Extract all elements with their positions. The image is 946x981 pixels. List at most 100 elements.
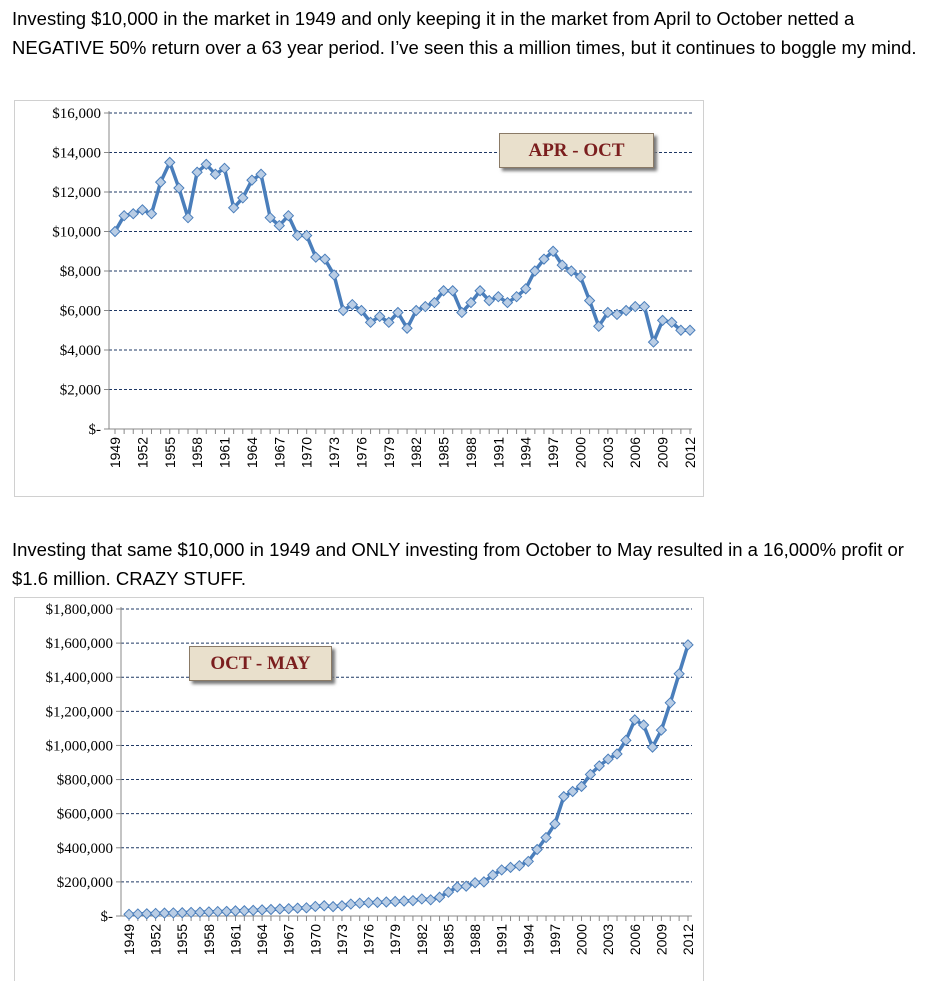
x-tick-label: 1964: [254, 924, 270, 955]
data-point: [256, 904, 268, 916]
data-point: [629, 300, 641, 313]
data-point: [145, 208, 158, 220]
x-tick-label: 1958: [189, 437, 205, 468]
data-point: [492, 290, 505, 303]
data-point: [109, 225, 121, 238]
y-tick-label: $6,000: [60, 304, 101, 320]
data-point: [593, 320, 605, 333]
y-tick-label: $8,000: [60, 264, 101, 280]
data-point: [255, 168, 267, 180]
data-point: [401, 322, 413, 334]
data-point: [540, 831, 552, 844]
data-point: [675, 324, 687, 336]
data-point: [637, 719, 650, 731]
data-point: [167, 907, 180, 919]
data-point: [478, 876, 490, 888]
y-tick-label: $600,000: [57, 807, 113, 823]
y-tick-label: $800,000: [57, 773, 113, 789]
data-point: [346, 298, 359, 311]
data-point: [437, 285, 450, 297]
x-tick-label: 1997: [545, 437, 561, 468]
x-tick-label: 1967: [281, 924, 297, 955]
y-tick-label: $400,000: [57, 841, 113, 857]
data-point: [469, 877, 481, 889]
x-tick-label: 1994: [518, 437, 534, 468]
data-point: [583, 294, 596, 307]
x-tick-label: 2000: [572, 437, 588, 468]
data-point: [620, 734, 632, 747]
x-tick-label: 2009: [655, 437, 671, 468]
data-point: [647, 336, 660, 348]
data-point: [380, 896, 393, 908]
data-point: [300, 229, 313, 242]
chart-apr-oct-svg: $- $2,000 $4,000 $6,000 $8,000 $10,000 $12,000…: [52, 106, 698, 468]
y-tick-label: $1,800,000: [46, 602, 114, 618]
x-tick-label: 1991: [494, 924, 510, 955]
data-point: [364, 316, 377, 329]
x-tick-label: 1985: [436, 437, 452, 468]
data-point: [664, 697, 676, 709]
data-point: [265, 903, 277, 916]
data-point: [629, 714, 641, 726]
x-tick-label: 2012: [682, 437, 698, 468]
data-point: [212, 905, 224, 918]
data-point: [428, 296, 441, 309]
x-tick-label: 1988: [467, 924, 483, 955]
x-tick-label: 1949: [121, 924, 137, 955]
data-point: [495, 864, 508, 876]
data-point: [584, 768, 597, 781]
data-point: [273, 219, 285, 232]
data-point: [547, 245, 559, 257]
data-point: [118, 209, 130, 222]
x-tick-label: 2012: [680, 924, 696, 955]
data-point: [682, 639, 694, 651]
y-tick-label: $14,000: [52, 146, 101, 162]
data-point: [176, 907, 188, 919]
x-tick-label: 1958: [201, 924, 217, 955]
data-point: [164, 156, 176, 169]
data-point: [389, 895, 401, 908]
chart-title-label: APR - OCT: [499, 133, 654, 168]
data-point: [371, 896, 384, 909]
y-tick-label: $16,000: [52, 106, 101, 122]
data-point: [237, 192, 249, 204]
data-point: [419, 300, 432, 313]
data-point: [558, 790, 570, 803]
chart-oct-may-svg: $- $200,000 $400,000 $600,000 $800,000 $1,000…: [46, 602, 697, 955]
data-point: [566, 785, 579, 798]
data-point: [620, 304, 632, 317]
x-tick-label: 2006: [627, 437, 643, 468]
chart-apr-oct: $- $2,000 $4,000 $6,000 $8,000 $10,000 $12,000…: [14, 100, 704, 497]
x-tick-label: 1949: [107, 437, 123, 468]
data-point: [154, 176, 167, 188]
x-tick-label: 1997: [547, 924, 563, 955]
data-point: [300, 902, 313, 914]
data-point: [565, 265, 578, 277]
x-tick-label: 1970: [299, 437, 315, 468]
x-tick-label: 1979: [387, 924, 403, 955]
data-point: [407, 894, 419, 907]
x-tick-label: 1955: [162, 437, 178, 468]
chart-oct-may: $- $200,000 $400,000 $600,000 $800,000 $1,000…: [14, 597, 704, 981]
data-point: [465, 296, 477, 309]
x-tick-label: 1988: [463, 437, 479, 468]
data-point: [456, 306, 468, 319]
data-point: [602, 753, 614, 765]
y-tick-label: $1,200,000: [46, 704, 114, 720]
data-point: [238, 905, 251, 917]
data-point: [309, 900, 322, 913]
data-point: [194, 906, 206, 918]
x-tick-label: 1961: [227, 924, 243, 955]
data-point: [510, 290, 523, 303]
data-point: [410, 304, 422, 317]
data-point: [487, 869, 499, 881]
data-point: [474, 285, 486, 297]
x-tick-label: 1961: [217, 437, 233, 468]
data-point: [158, 907, 171, 919]
data-point: [549, 818, 561, 830]
data-point: [611, 308, 623, 321]
y-tick-label: $-: [101, 909, 114, 925]
data-point: [666, 316, 678, 329]
y-tick-label: $4,000: [60, 343, 101, 359]
y-tick-label: $1,400,000: [46, 670, 114, 686]
